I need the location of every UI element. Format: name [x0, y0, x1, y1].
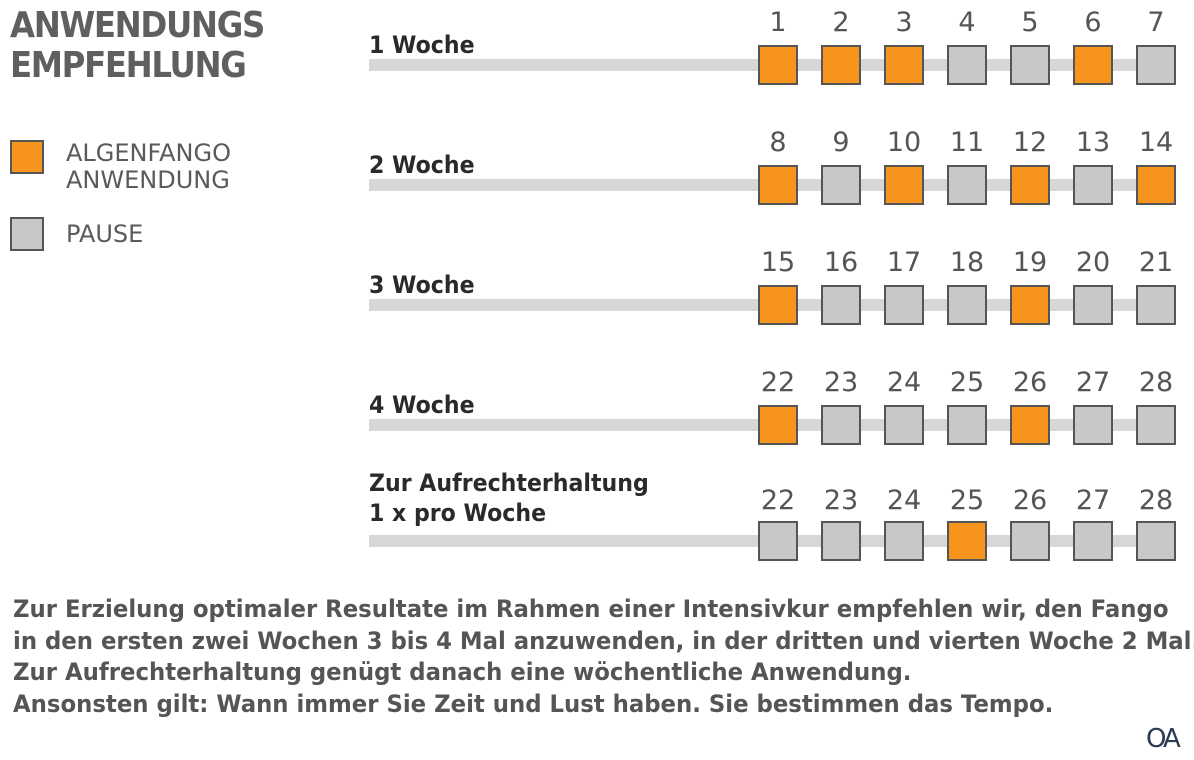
day-number: 13: [1075, 127, 1111, 158]
day-number: 22: [760, 485, 796, 516]
day-number: 25: [949, 485, 985, 516]
day-number: 9: [832, 127, 850, 158]
day-box-pause: [884, 405, 924, 445]
day-number: 2: [832, 7, 850, 38]
day-box-pause: [1136, 45, 1176, 85]
day-number: 17: [886, 247, 922, 278]
page-title: ANWENDUNGS EMPFEHLUNG: [10, 5, 265, 86]
day-number: 18: [949, 247, 985, 278]
brand-logo: OA: [1146, 724, 1181, 754]
day-box-pause: [947, 285, 987, 325]
day-box-pause: [1073, 405, 1113, 445]
day-box-pause: [1073, 165, 1113, 205]
title-line-2: EMPFEHLUNG: [10, 45, 247, 86]
day-number: 11: [949, 127, 985, 158]
day-number: 21: [1138, 247, 1174, 278]
day-box-pause: [1073, 285, 1113, 325]
day-box-application: [1136, 165, 1176, 205]
day-box-pause: [1010, 45, 1050, 85]
day-box-application: [758, 165, 798, 205]
day-number: 24: [886, 485, 922, 516]
day-box-pause: [1136, 521, 1176, 561]
note-line-3: Zur Aufrechterhaltung genügt danach eine…: [13, 658, 912, 686]
day-number: 10: [886, 127, 922, 158]
day-box-application: [947, 521, 987, 561]
day-box-application: [1010, 285, 1050, 325]
day-box-application: [884, 45, 924, 85]
day-number: 15: [760, 247, 796, 278]
week-label: 2 Woche: [369, 151, 475, 179]
day-box-application: [758, 405, 798, 445]
day-box-pause: [821, 165, 861, 205]
day-number: 19: [1012, 247, 1048, 278]
legend-item-application: ALGENFANGO ANWENDUNG: [10, 140, 231, 194]
day-number: 5: [1021, 7, 1039, 38]
day-box-pause: [821, 285, 861, 325]
legend-swatch-application: [10, 140, 44, 174]
day-box-pause: [1010, 521, 1050, 561]
day-number: 26: [1012, 367, 1048, 398]
day-number: 26: [1012, 485, 1048, 516]
day-box-application: [758, 285, 798, 325]
day-box-pause: [947, 165, 987, 205]
day-box-pause: [1073, 521, 1113, 561]
note-text: Zur Erzielung optimaler Resultate im Rah…: [13, 594, 1194, 720]
day-number: 23: [823, 367, 859, 398]
note-line-2: in den ersten zwei Wochen 3 bis 4 Mal an…: [13, 626, 1194, 655]
day-box-application: [758, 45, 798, 85]
day-box-application: [884, 165, 924, 205]
day-box-pause: [1136, 405, 1176, 445]
day-number: 1: [769, 7, 787, 38]
day-number: 24: [886, 367, 922, 398]
day-number: 25: [949, 367, 985, 398]
day-box-pause: [884, 285, 924, 325]
day-number: 22: [760, 367, 796, 398]
day-number: 20: [1075, 247, 1111, 278]
day-number: 8: [769, 127, 787, 158]
day-box-pause: [758, 521, 798, 561]
day-number: 14: [1138, 127, 1174, 158]
day-number: 4: [958, 7, 976, 38]
day-number: 16: [823, 247, 859, 278]
day-number: 28: [1138, 367, 1174, 398]
day-number: 3: [895, 7, 913, 38]
day-box-application: [1073, 45, 1113, 85]
day-number: 6: [1084, 7, 1102, 38]
note-line-1: Zur Erzielung optimaler Resultate im Rah…: [13, 595, 1169, 623]
day-box-pause: [947, 45, 987, 85]
legend-swatch-pause: [10, 217, 44, 251]
day-box-pause: [947, 405, 987, 445]
title-line-1: ANWENDUNGS: [10, 5, 265, 46]
legend-label-pause: PAUSE: [66, 220, 144, 248]
day-number: 27: [1075, 367, 1111, 398]
week-label: 4 Woche: [369, 391, 475, 419]
day-box-application: [1010, 165, 1050, 205]
day-number: 27: [1075, 485, 1111, 516]
day-box-application: [1010, 405, 1050, 445]
note-line-4: Ansonsten gilt: Wann immer Sie Zeit und …: [13, 689, 1054, 718]
legend-label-application: ALGENFANGO ANWENDUNG: [66, 139, 231, 194]
week-label: 3 Woche: [369, 271, 475, 299]
week-label: Zur Aufrechterhaltung 1 x pro Woche: [369, 469, 649, 527]
day-box-application: [821, 45, 861, 85]
legend-item-pause: PAUSE: [10, 217, 143, 251]
day-box-pause: [821, 405, 861, 445]
day-number: 23: [823, 485, 859, 516]
day-box-pause: [884, 521, 924, 561]
day-number: 7: [1147, 7, 1165, 38]
day-number: 28: [1138, 485, 1174, 516]
day-box-pause: [821, 521, 861, 561]
day-box-pause: [1136, 285, 1176, 325]
week-label: 1 Woche: [369, 31, 475, 59]
day-number: 12: [1012, 127, 1048, 158]
